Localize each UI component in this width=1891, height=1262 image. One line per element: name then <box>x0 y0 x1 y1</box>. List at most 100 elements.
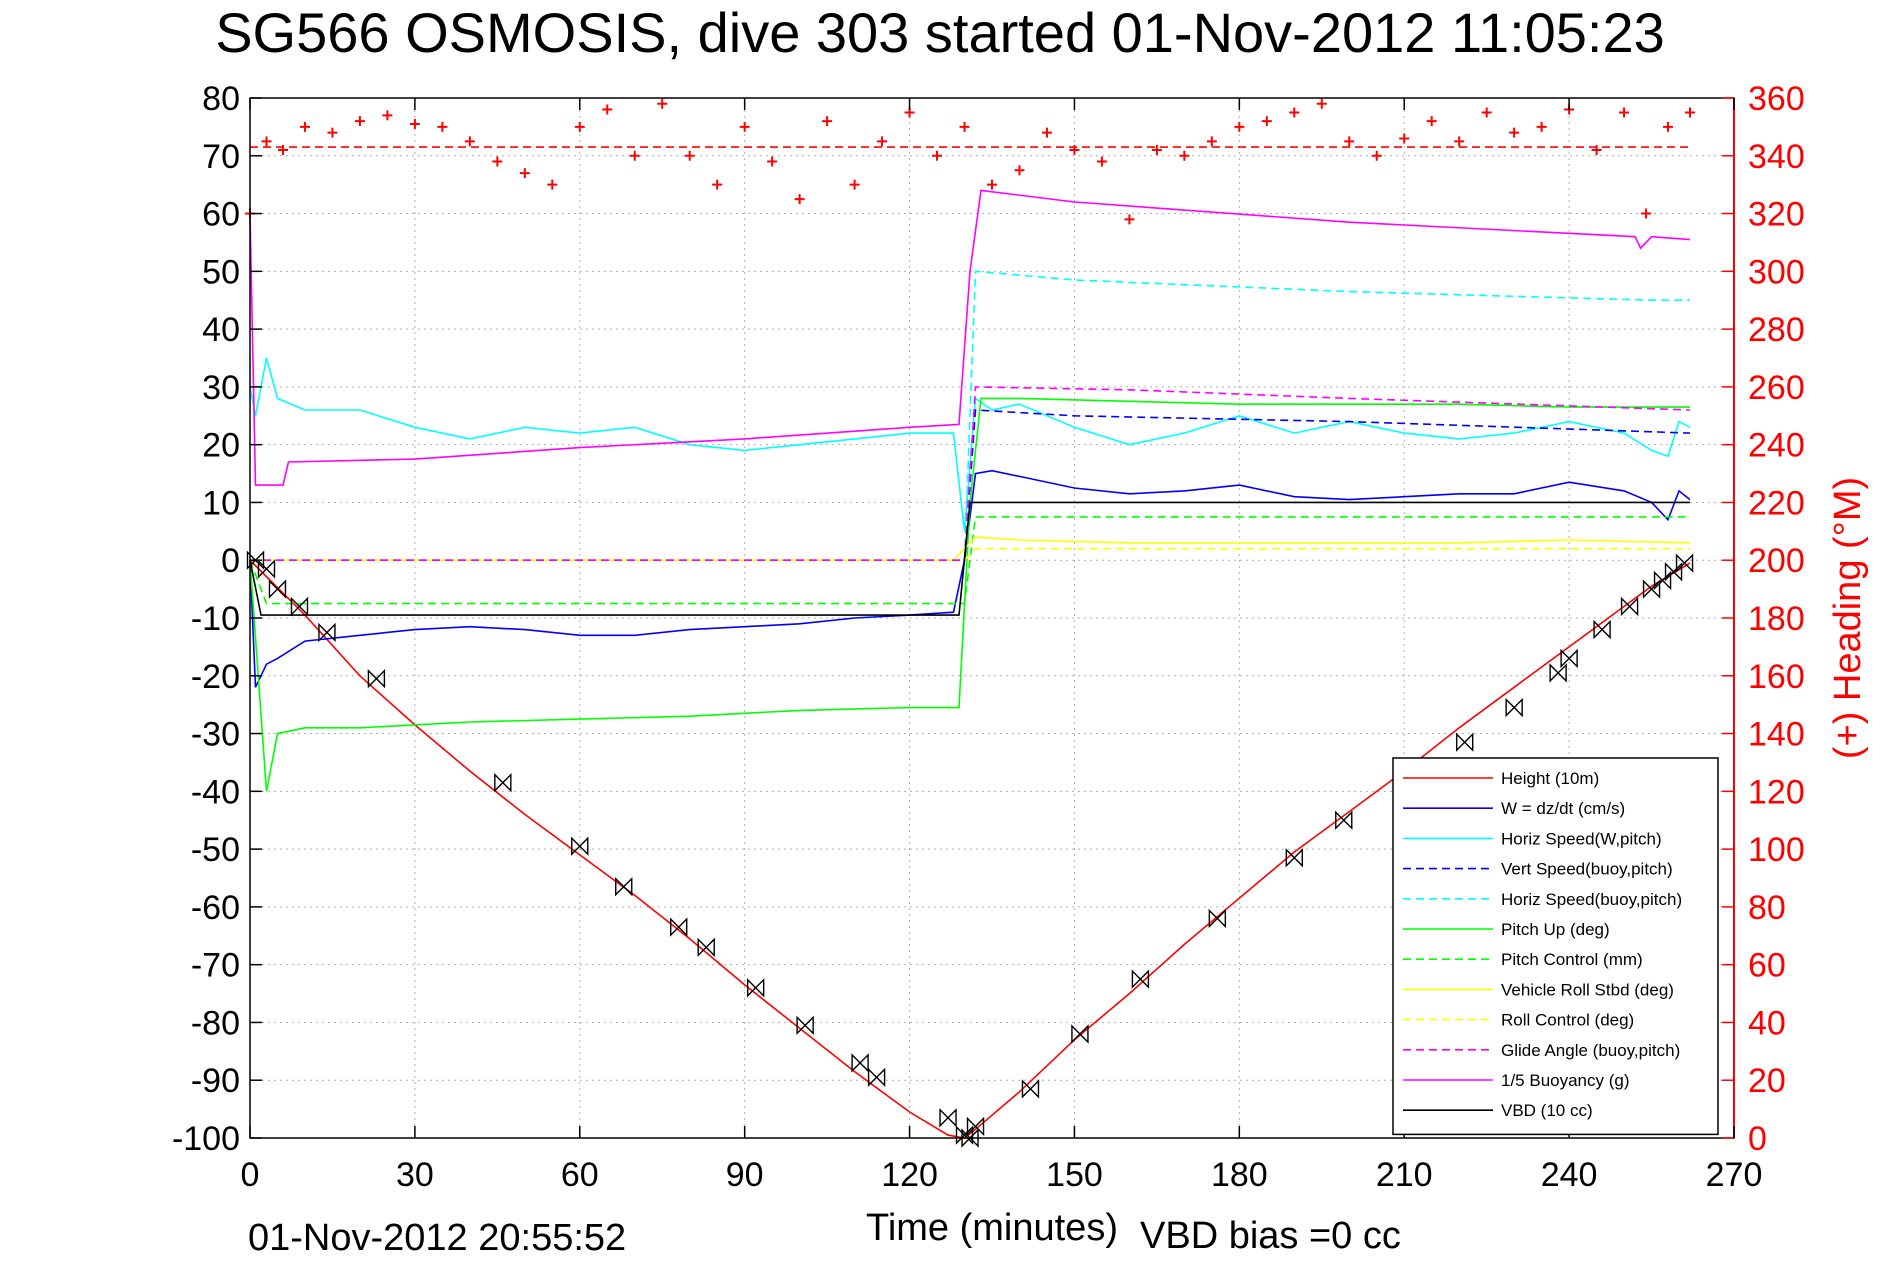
y-tick-label: -60 <box>191 889 240 927</box>
height-sample-marker <box>1285 848 1303 868</box>
height-sample-marker <box>697 937 715 958</box>
height-sample-marker <box>1071 1024 1089 1044</box>
heading-point <box>1663 121 1674 132</box>
series-vert-speed-buoy-pitch <box>250 409 1691 561</box>
y-tick-label: -50 <box>191 831 240 869</box>
height-sample-marker <box>1664 562 1683 582</box>
left-axis-ticks: -100-90-80-70-60-50-40-30-20-10010203040… <box>172 80 262 1158</box>
height-sample-marker <box>1549 663 1567 683</box>
height-sample-marker <box>1560 648 1578 669</box>
right-tick-label: 320 <box>1748 196 1805 234</box>
height-sample-marker <box>318 622 336 643</box>
height-sample-marker <box>966 1116 985 1137</box>
height-sample-marker <box>1455 732 1474 752</box>
x-tick-label: 30 <box>396 1156 434 1194</box>
heading-point <box>1619 107 1630 118</box>
legend-label: Glide Angle (buoy,pitch) <box>1501 1041 1680 1060</box>
series-pitch-control-mm <box>249 516 1690 605</box>
height-sample-marker <box>290 596 309 617</box>
height-sample-marker <box>1335 810 1353 830</box>
heading-point <box>1641 208 1652 219</box>
right-axis-label: (+) Heading (°M) <box>1827 477 1869 759</box>
heading-point <box>547 179 558 190</box>
heading-point <box>1685 107 1696 118</box>
legend-label: Pitch Up (deg) <box>1501 920 1610 939</box>
heading-point <box>519 168 530 179</box>
height-sample-marker <box>867 1067 886 1088</box>
right-tick-label: 60 <box>1748 947 1786 985</box>
y-tick-label: 80 <box>202 80 240 118</box>
x-axis-label: Time (minutes) <box>866 1207 1118 1249</box>
height-sample-marker <box>1131 969 1150 989</box>
legend-label: 1/5 Buoyancy (g) <box>1501 1071 1630 1090</box>
right-tick-label: 40 <box>1748 1004 1786 1042</box>
heading-point <box>1426 116 1437 127</box>
y-tick-label: 40 <box>202 311 240 349</box>
height-sample-marker <box>257 559 276 579</box>
y-tick-label: -100 <box>172 1120 240 1158</box>
x-tick-label: 60 <box>561 1156 599 1194</box>
height-sample-marker <box>1642 579 1661 599</box>
series-heading-m <box>245 98 1696 225</box>
y-tick-label: -90 <box>191 1062 240 1100</box>
y-tick-label: 60 <box>202 196 240 234</box>
heading-point <box>437 121 448 132</box>
height-sample-marker <box>571 836 589 856</box>
heading-point <box>1014 165 1025 176</box>
legend-label: Horiz Speed(W,pitch) <box>1501 829 1662 848</box>
heading-point <box>382 110 393 121</box>
right-tick-label: 100 <box>1748 831 1805 869</box>
x-tick-label: 90 <box>726 1156 764 1194</box>
heading-point <box>1316 98 1327 109</box>
heading-point <box>629 150 640 161</box>
heading-point <box>327 127 338 138</box>
x-tick-label: 120 <box>881 1156 938 1194</box>
height-sample-marker <box>615 876 633 897</box>
legend-label: VBD (10 cc) <box>1501 1101 1593 1120</box>
heading-point <box>1041 127 1052 138</box>
legend-box <box>1392 757 1719 1136</box>
right-tick-label: 300 <box>1748 253 1805 291</box>
y-tick-label: -80 <box>191 1004 240 1042</box>
x-tick-label: 270 <box>1706 1156 1763 1194</box>
footer-timestamp: 01-Nov-2012 20:55:52 <box>248 1217 626 1259</box>
y-tick-label: 10 <box>202 484 240 522</box>
x-tick-label: 210 <box>1376 1156 1433 1194</box>
y-tick-label: -40 <box>191 773 240 811</box>
heading-point <box>464 136 475 147</box>
right-tick-label: 120 <box>1748 773 1805 811</box>
right-tick-label: 140 <box>1748 716 1805 754</box>
right-tick-label: 20 <box>1748 1062 1786 1100</box>
heading-point <box>822 116 833 127</box>
heading-point <box>1371 150 1382 161</box>
heading-point <box>1289 107 1300 118</box>
heading-point <box>492 156 503 167</box>
legend: Height (10m) W = dz/dt (cm/s) Horiz Speed(… <box>1392 757 1719 1136</box>
right-axis-ticks: 0 20 40 60 80 100 120 140 160 180 200 220 240 260 280 3… <box>1722 80 1805 1158</box>
heading-point <box>794 194 805 205</box>
heading-point <box>712 179 723 190</box>
heading-point <box>739 121 750 132</box>
heading-point <box>409 119 420 129</box>
heading-point <box>1124 214 1135 225</box>
heading-point <box>657 98 668 109</box>
right-tick-label: 80 <box>1748 889 1786 927</box>
height-sample-markers <box>246 550 1694 1148</box>
heading-point <box>1179 150 1190 161</box>
heading-point <box>1261 116 1272 127</box>
heading-point <box>1536 121 1547 132</box>
series-1-5-buoyancy-g <box>249 189 1691 486</box>
height-sample-marker <box>1620 596 1639 617</box>
heading-point <box>1344 136 1355 147</box>
y-tick-label: -20 <box>191 658 240 696</box>
right-tick-label: 340 <box>1748 138 1805 176</box>
heading-point <box>684 150 695 161</box>
heading-point <box>1096 156 1107 167</box>
height-sample-marker <box>1505 697 1523 718</box>
x-tick-label: 0 <box>241 1156 260 1194</box>
height-sample-marker <box>1021 1079 1040 1099</box>
right-tick-label: 240 <box>1748 427 1805 465</box>
bottom-axis-ticks: 0 30 60 90 120 150 180 210 240 270 <box>241 98 1763 1194</box>
chart-title: SG566 OSMOSIS, dive 303 started 01-Nov-2… <box>215 1 1665 64</box>
